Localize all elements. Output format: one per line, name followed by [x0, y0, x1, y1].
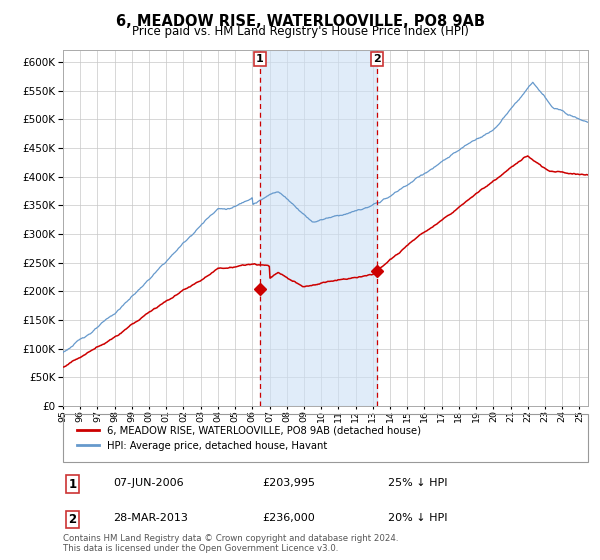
- Text: 20% ↓ HPI: 20% ↓ HPI: [389, 513, 448, 523]
- Text: 25% ↓ HPI: 25% ↓ HPI: [389, 478, 448, 488]
- Text: Contains HM Land Registry data © Crown copyright and database right 2024.
This d: Contains HM Land Registry data © Crown c…: [63, 534, 398, 553]
- Text: 07-JUN-2006: 07-JUN-2006: [113, 478, 184, 488]
- Text: 28-MAR-2013: 28-MAR-2013: [113, 513, 188, 523]
- Text: Price paid vs. HM Land Registry's House Price Index (HPI): Price paid vs. HM Land Registry's House …: [131, 25, 469, 38]
- Text: 1: 1: [68, 478, 76, 491]
- Text: 1: 1: [256, 54, 264, 64]
- Text: 6, MEADOW RISE, WATERLOOVILLE, PO8 9AB: 6, MEADOW RISE, WATERLOOVILLE, PO8 9AB: [115, 14, 485, 29]
- Text: £236,000: £236,000: [263, 513, 315, 523]
- Text: 2: 2: [68, 513, 76, 526]
- Text: £203,995: £203,995: [263, 478, 316, 488]
- Text: 2: 2: [373, 54, 381, 64]
- Bar: [260, 50, 377, 406]
- Legend: 6, MEADOW RISE, WATERLOOVILLE, PO8 9AB (detached house), HPI: Average price, det: 6, MEADOW RISE, WATERLOOVILLE, PO8 9AB (…: [73, 422, 425, 455]
